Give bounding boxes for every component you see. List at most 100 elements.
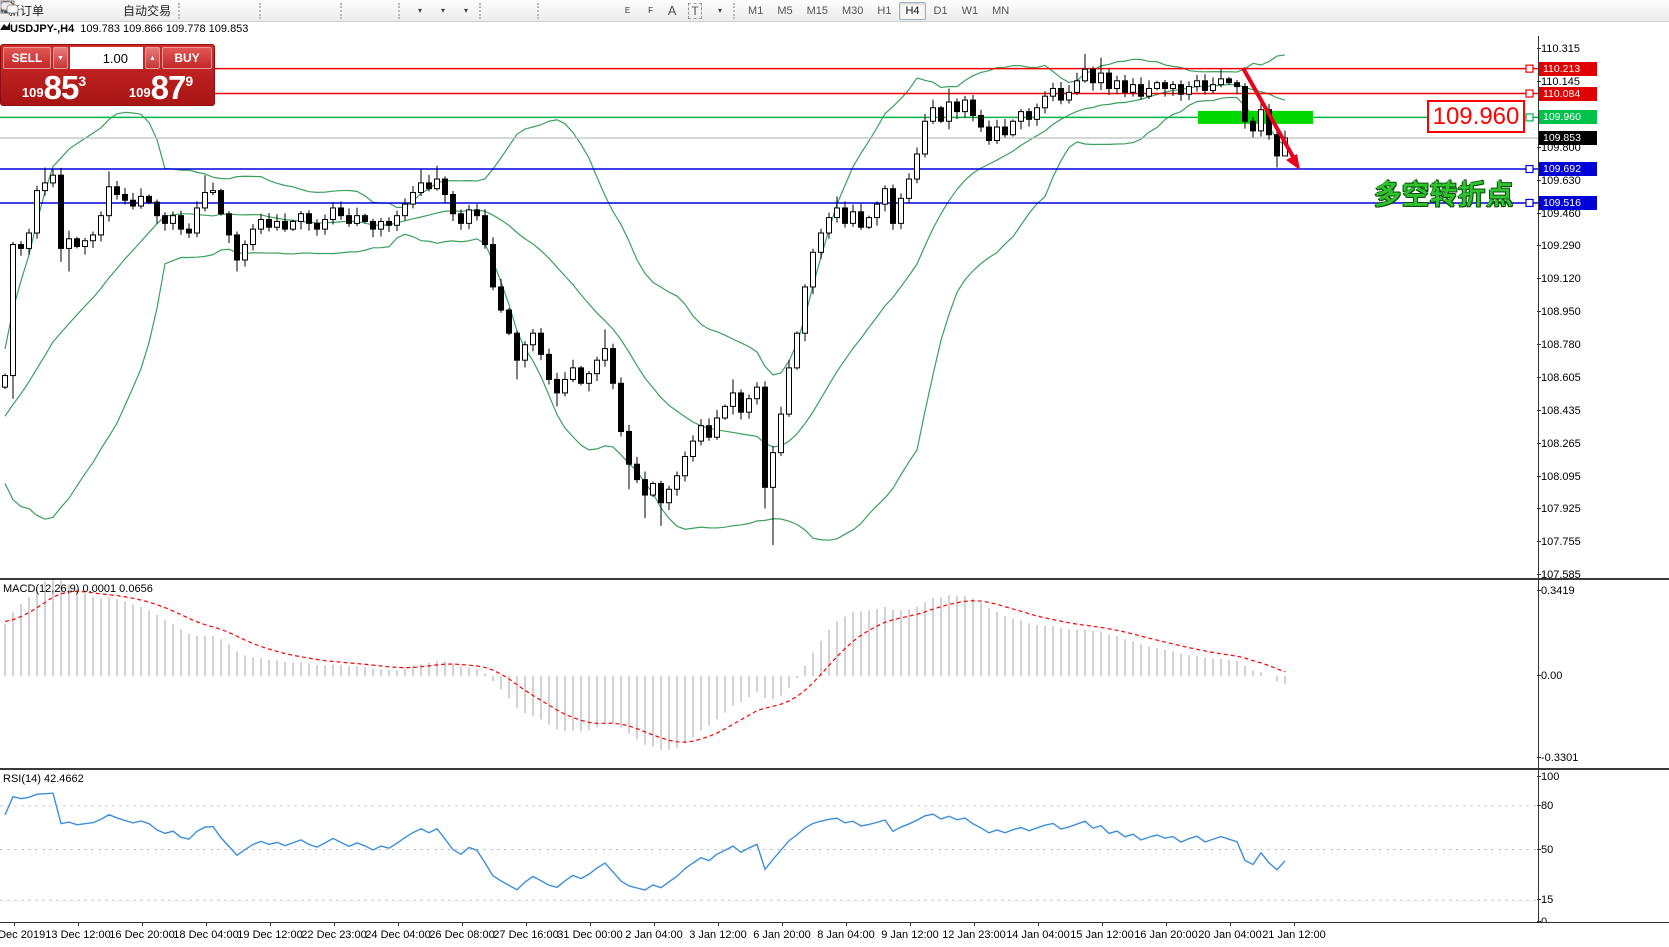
crosshair-tool-button[interactable] [1,1,533,21]
horizontal-line-tool-button[interactable] [1,1,591,21]
price-annotation-box[interactable]: 109.960 [1427,100,1525,133]
tile-windows-button[interactable] [1,1,336,21]
timeframe-m5-button[interactable]: M5 [777,4,793,17]
price-tick-label: 107.755 [1537,536,1581,548]
indicators-button[interactable]: ▾ [0,0,429,21]
sell-price-sup: 3 [78,73,87,89]
time-tick [782,923,783,926]
time-tick [846,923,847,926]
time-axis-label: 22 Dec 23:00 [301,929,367,941]
price-annotation-text: 109.960 [1432,102,1520,130]
buy-price-sup: 9 [185,73,194,89]
timeframe-h4-button[interactable]: H4 [899,1,926,20]
channel-suffix-label: E [624,6,631,15]
time-tick [1230,923,1231,926]
vertical-line-tool-button[interactable] [4,1,568,21]
timeframe-h1-button[interactable]: H1 [877,4,892,17]
price-level-badge: 109.516 [1539,195,1597,210]
buy-price[interactable]: 109 87 9 [110,70,212,105]
zoom-in-button[interactable] [1,1,290,21]
price-tick-label: 108.435 [1537,405,1581,417]
time-tick [974,923,975,926]
time-axis-label: 3 Jan 12:00 [689,929,747,941]
price-level-badge: 110.084 [1539,86,1597,101]
sell-price-big: 85 [43,69,80,106]
price-tick-label: 109.120 [1537,273,1581,285]
trendline-tool-button[interactable] [1,1,614,21]
macd-tick-label: 0.00 [1537,670,1562,682]
volume-increase-button[interactable]: ▲ [145,47,160,69]
line-chart-button[interactable] [0,1,255,21]
time-tick [270,923,271,926]
buy-button[interactable]: BUY [162,47,212,69]
volume-decrease-button[interactable]: ▼ [53,47,68,69]
sell-button[interactable]: SELL [3,47,51,69]
chart-shift-button[interactable] [1,1,394,21]
main-toolbar: 新订单 自动交易 ▾ ▾ ▾ E F A T ▾ [0,0,1669,22]
rsi-panel[interactable]: RSI(14) 42.4662 1008050150 [0,768,1669,928]
bar-chart-button[interactable] [1,1,209,21]
chart-title-bar: USDJPY-,H4 109.783 109.866 109.778 109.8… [0,22,1669,36]
macd-chart [4,580,1286,750]
arrows-tool-button[interactable]: ▾ [2,1,729,21]
price-level-badge: 110.213 [1539,61,1597,76]
signals-button[interactable] [0,1,116,21]
timeframe-m30-button[interactable]: M30 [842,4,864,17]
sell-price[interactable]: 109 85 3 [3,70,105,105]
fibonacci-tool-button[interactable]: F [1,1,660,21]
timeframe-mn-button[interactable]: MN [992,4,1010,17]
main-chart-panel[interactable]: 110.315 110.145 109.800 109.630 109.460 109.2… [0,36,1669,581]
toolbar-separator [733,2,738,19]
time-axis-label: 26 Dec 08:00 [429,929,495,941]
time-axis-label: 21 Jan 12:00 [1262,929,1326,941]
time-axis-label: 19 Dec 12:00 [237,929,303,941]
sell-price-prefix: 109 [21,85,44,100]
timeframe-m1-button[interactable]: M1 [748,4,764,17]
timeframe-d1-button[interactable]: D1 [933,4,948,17]
market-watch-button[interactable] [0,0,93,21]
candlestick-chart[interactable] [0,36,1669,578]
turning-point-note[interactable]: 多空转折点 [1374,180,1514,210]
time-tick [14,923,15,926]
timeframe-m15-button[interactable]: M15 [806,4,828,17]
toolbar-separator [398,2,403,19]
rsi-tick-label: 50 [1537,844,1553,856]
time-tick [462,923,463,926]
time-tick [910,923,911,926]
price-tick-label: 109.800 [1537,142,1581,154]
time-axis-label: 15 Jan 12:00 [1070,929,1134,941]
macd-tick-label: 0.3419 [1537,585,1575,597]
price-tick-label: 108.095 [1537,471,1581,483]
text-label-tool-button[interactable]: T [684,1,706,21]
templates-button[interactable]: ▾ [0,0,475,21]
auto-scroll-button[interactable] [1,1,371,21]
zoom-out-button[interactable] [1,1,313,21]
time-tick [206,923,207,926]
toolbar-separator [259,2,264,19]
time-axis-label: 16 Dec 20:00 [109,929,175,941]
chart-symbol-label: USDJPY-,H4 [10,23,75,35]
time-tick [718,923,719,926]
candlestick-chart-button[interactable] [1,1,232,21]
channel-tool-button[interactable]: E [0,1,637,21]
timeframe-w1-button[interactable]: W1 [961,4,979,17]
periods-button[interactable]: ▾ [0,0,452,21]
autotrading-button[interactable]: 自动交易 [0,1,174,21]
text-tool-icon: A [667,3,677,18]
price-tick-label: 108.265 [1537,438,1581,450]
toolbar-separator [479,2,484,19]
periods-caret-icon: ▾ [441,6,446,15]
timeframe-group: M1 M5 M15 M30 H1 H4 D1 W1 MN [742,1,1015,20]
price-level-badge: 109.692 [1539,162,1597,177]
price-tick-label: 108.605 [1537,372,1581,384]
cursor-tool-button[interactable] [3,1,510,21]
text-tool-button[interactable]: A [661,1,683,21]
time-tick [1294,923,1295,926]
time-tick [398,923,399,926]
volume-input[interactable] [70,47,143,69]
time-tick [590,923,591,926]
macd-panel[interactable]: MACD(12,26,9) 0.0001 0.0656 0.3419 0.00 -0… [0,578,1669,768]
rsi-tick-label: 100 [1537,771,1559,783]
profiles-button[interactable] [1,1,70,21]
